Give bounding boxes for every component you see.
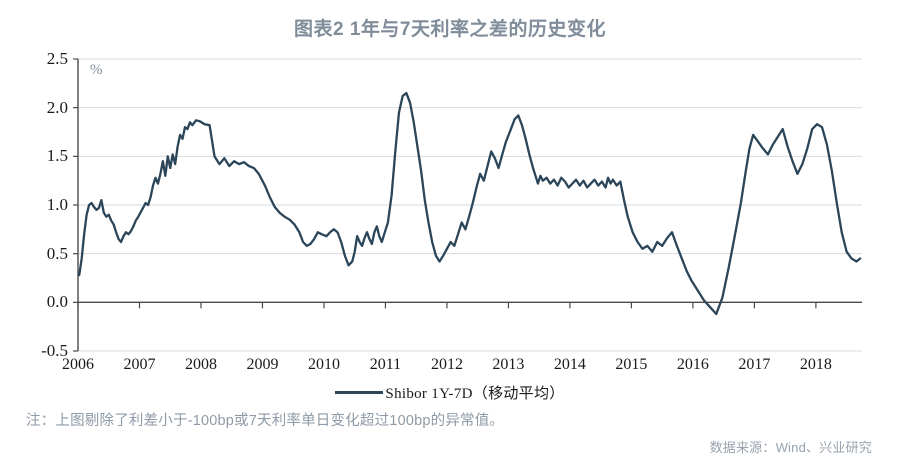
x-axis-tick-label: 2013: [492, 356, 525, 373]
x-axis-ticks: [77, 302, 817, 309]
y-axis-tick-label: 0.0: [46, 292, 68, 312]
x-axis-tick-label: 2009: [246, 356, 279, 373]
chart-source: 数据来源：Wind、兴业研究: [709, 440, 872, 455]
y-axis-tick-label: -0.5: [41, 341, 68, 360]
y-axis-tick-label: 1.0: [46, 195, 68, 214]
x-axis-tick-label: 2014: [553, 356, 586, 373]
chart-legend: Shibor 1Y-7D（移动平均）: [0, 382, 900, 403]
x-axis-tick-label: 2008: [184, 356, 217, 373]
x-axis-tick-label: 2016: [676, 356, 709, 373]
y-axis-tick-label: 2.5: [46, 49, 68, 68]
x-axis-tick-label: 2007: [123, 356, 156, 373]
data-series-group: [78, 91, 862, 316]
chart-footnote: 注：上图剔除了利差小于-100bp或7天利率单日变化超过100bp的异常值。: [26, 413, 505, 429]
x-axis-tick-label: 2015: [615, 356, 648, 373]
x-axis-tick-label: 2017: [738, 356, 771, 373]
x-axis-tick-label: 2011: [369, 356, 402, 373]
y-axis-tick-label: 0.5: [46, 243, 68, 263]
y-axis-tick-label: 2.0: [46, 97, 68, 117]
legend-line-swatch: [335, 391, 384, 394]
x-axis-tick-label: 2018: [799, 356, 832, 373]
x-axis-tick-label: 2012: [430, 356, 463, 373]
y-axis-tick-label: 1.5: [46, 146, 68, 166]
gridlines-group: [78, 58, 862, 352]
x-axis-tick-label: 2006: [62, 356, 94, 373]
series-line: [78, 91, 862, 316]
x-axis-tick-label: 2010: [307, 356, 340, 373]
y-axis-ticks: [73, 58, 78, 352]
page-title: 图表2 1年与7天利率之差的历史变化: [294, 19, 606, 40]
y-axis-unit-label: %: [90, 62, 103, 78]
legend-series-label: Shibor 1Y-7D（移动平均）: [385, 386, 565, 402]
